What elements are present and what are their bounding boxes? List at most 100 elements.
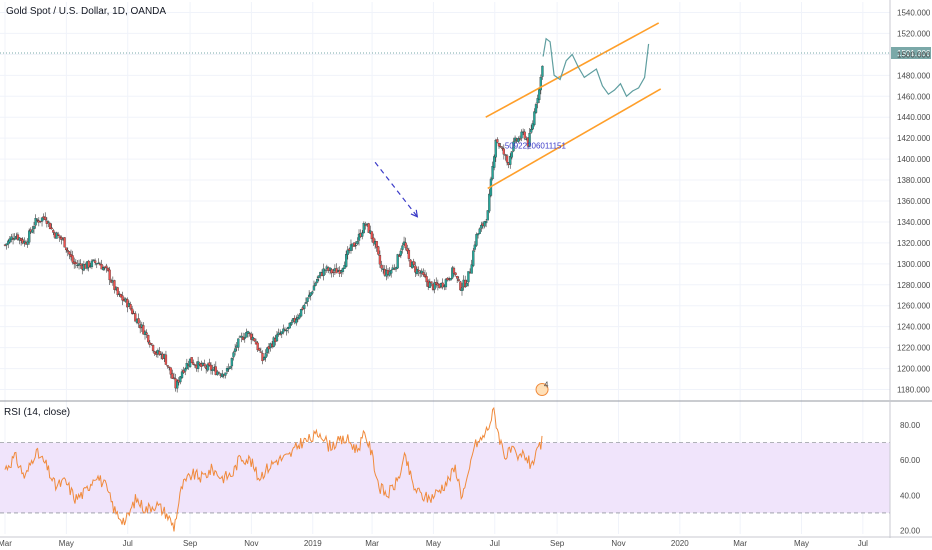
price-tick-label: 1260.000 [897, 302, 931, 311]
time-tick-label: 2020 [671, 539, 689, 548]
candle-body [105, 265, 108, 268]
candle-body [40, 217, 44, 222]
candle-body [539, 77, 542, 91]
time-tick-label: Mar [365, 539, 379, 548]
candle-body [505, 155, 509, 163]
candle-body [217, 372, 221, 374]
candle-body [147, 335, 150, 343]
candles [3, 65, 544, 393]
candle-body [55, 232, 58, 239]
candle-body [324, 269, 327, 271]
candle-body [430, 281, 433, 284]
last-price-tag [891, 47, 931, 60]
time-tick-label: 2019 [304, 539, 322, 548]
projection-path[interactable] [542, 37, 650, 98]
candle-body [229, 366, 232, 369]
candle-body [8, 238, 12, 243]
candle-body [44, 216, 47, 221]
candle-body [158, 351, 161, 355]
price-tick-label: 1340.000 [897, 218, 931, 227]
candle-body [65, 247, 68, 251]
candle-body [520, 131, 523, 139]
candle-body [256, 342, 259, 351]
candle-body [428, 282, 431, 288]
time-tick-label: Jul [490, 539, 500, 548]
candle-body [441, 282, 444, 288]
candle-body [476, 233, 480, 236]
price-annotation[interactable]: 5​​​​0922206011151 [505, 142, 567, 151]
candle-body [134, 313, 137, 322]
candle-body [304, 302, 308, 304]
candle-body [214, 366, 217, 375]
candle-body [420, 270, 423, 274]
candle-body [259, 351, 263, 353]
candle-body [211, 368, 214, 372]
rsi-pane[interactable]: RSI (14, close) [0, 406, 890, 532]
candle-body [510, 151, 514, 158]
candle-body [50, 227, 53, 230]
candle-body [261, 353, 264, 362]
candle-body [538, 88, 541, 101]
candle-body [299, 309, 303, 317]
candle-body [343, 265, 346, 269]
candle-body [31, 229, 34, 233]
price-tick-label: 1220.000 [897, 344, 931, 353]
candle-body [375, 241, 378, 248]
price-tick-label: 1460.000 [897, 92, 931, 101]
candle-body [452, 267, 456, 274]
candle-body [130, 308, 134, 314]
projection-line[interactable] [542, 37, 650, 98]
channel-line[interactable] [487, 88, 662, 190]
candle-body [317, 275, 320, 278]
candle-body [488, 193, 491, 212]
candle-body [232, 352, 235, 358]
candle-body [203, 363, 206, 367]
candle-body [372, 237, 375, 244]
candle-body [528, 133, 531, 147]
candle-body [245, 332, 248, 338]
price-axis[interactable]: 1180.000 1200.000 1220.000 1240.000 1260.000… [897, 8, 931, 394]
event-marker-icon[interactable] [535, 383, 549, 397]
candle-body [361, 232, 364, 237]
candle-body [531, 123, 534, 130]
candle-body [467, 271, 470, 283]
forecast-arrow[interactable] [374, 161, 419, 218]
time-tick-label: May [426, 539, 441, 548]
candle-body [209, 364, 213, 371]
candle-body [398, 255, 401, 257]
candle-body [224, 372, 227, 376]
candle-body [275, 334, 279, 342]
time-axis[interactable]: Mar May Jul Sep Nov 2019 Mar May Jul Sep Nov 2020 Ma… [0, 539, 868, 548]
candle-body [102, 267, 105, 270]
candle-body [56, 233, 60, 236]
candle-body [145, 332, 148, 335]
candle-body [290, 322, 293, 325]
price-tick-label: 1280.000 [897, 281, 931, 290]
candle-body [415, 268, 419, 274]
price-tick-label: 1520.000 [897, 29, 931, 38]
candle-body [172, 377, 176, 379]
channel-lines[interactable] [485, 22, 662, 190]
candle-body [356, 241, 359, 245]
time-tick-label: Mar [733, 539, 747, 548]
candle-body [406, 248, 409, 252]
candle-body [206, 364, 209, 371]
event-marker[interactable]: 4 [535, 381, 549, 397]
last-price-line: 1501.306 [0, 47, 931, 60]
candle-body [454, 272, 457, 275]
candle-body [346, 249, 349, 255]
price-tick-label: 1240.000 [897, 323, 931, 332]
rsi-axis[interactable]: 20.00 40.00 60.00 80.00 [900, 421, 921, 535]
candle-body [93, 260, 97, 263]
price-tick-label: 1300.000 [897, 260, 931, 269]
time-tick-label: May [794, 539, 809, 548]
candle-body [483, 221, 486, 227]
arrow-shaft[interactable] [374, 161, 418, 218]
price-tick-label: 1380.000 [897, 176, 931, 185]
last-price-label: 1501.306 [897, 49, 931, 58]
rsi-tick-label: 20.00 [900, 526, 921, 535]
time-tick-label: Nov [244, 539, 258, 548]
candle-body [166, 365, 169, 367]
candle-body [533, 111, 536, 125]
channel-line[interactable] [485, 22, 660, 118]
